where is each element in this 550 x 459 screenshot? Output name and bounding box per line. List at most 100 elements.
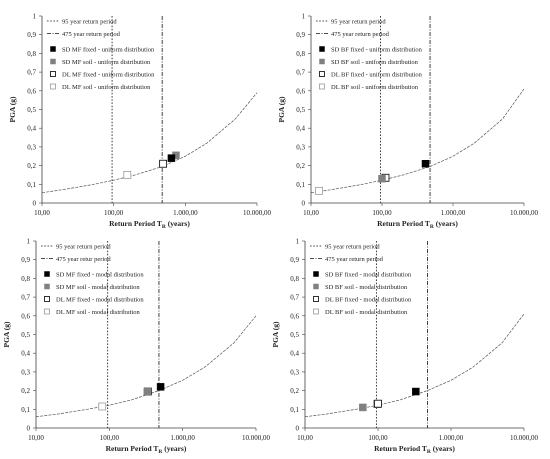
y-tick-label: 0,5 [290, 331, 299, 339]
x-tick-label: 10.000,00 [243, 209, 272, 217]
y-tick-label: 0,3 [296, 143, 305, 151]
legend-marker-swatch [313, 308, 319, 315]
x-tick-label: 10,00 [34, 209, 50, 217]
y-tick-label: 0,4 [296, 125, 305, 133]
x-tick-label: 1.000,00 [173, 209, 198, 217]
y-tick-label: 1 [296, 238, 300, 246]
legend-label: DL MF fixed - modal distribution [56, 297, 144, 304]
chart-panel-4: 0 0,1 0,2 0,3 0,4 0,5 0,6 0,7 0,8 0,9 1 10,00 100,00… [271, 238, 539, 456]
y-tick-label: 0,4 [27, 125, 36, 133]
y-tick-label: 0,2 [290, 387, 299, 395]
legend-marker-swatch [313, 283, 319, 290]
x-tick-label: 100,00 [372, 209, 392, 217]
y-tick-label: 0,3 [27, 143, 36, 151]
legend-label: 475 year return period [325, 256, 384, 263]
legend: 95 year return period 475 year retur peri… [41, 244, 144, 316]
data-point [123, 171, 132, 179]
y-tick-label: 0,7 [296, 69, 305, 77]
y-tick-label: 0,9 [296, 31, 305, 39]
y-axis-title: PGA (g) [271, 321, 280, 348]
y-tick-label: 0 [296, 425, 300, 433]
y-tick-label: 0,8 [290, 275, 299, 283]
x-tick-label: 10.000,00 [242, 434, 271, 442]
data-point [143, 387, 152, 396]
y-tick-label: 1 [33, 13, 37, 21]
y-tick-label: 0 [27, 425, 31, 433]
legend-marker-swatch [319, 46, 325, 52]
y-tick-label: 0 [33, 200, 37, 208]
y-tick-label: 0,9 [290, 256, 299, 264]
legend-label: SD BF soil - uniform distribution [331, 59, 419, 66]
data-point [156, 383, 165, 391]
x-axis-title: Return Period TR (years) [106, 444, 187, 455]
hazard-curve [41, 92, 258, 194]
legend: 95 year return period 475 year return per… [47, 19, 155, 91]
x-tick-label: 1.000,00 [170, 434, 195, 442]
y-tick-label: 1 [27, 238, 31, 246]
legend-marker-swatch [44, 296, 50, 302]
legend-label: 95 year return period [56, 244, 111, 251]
legend-label: DL BF fixed - modal distribution [325, 297, 412, 304]
legend-label: 475 year return period [331, 31, 390, 38]
y-tick-label: 0,2 [21, 387, 30, 395]
legend-marker-swatch [44, 271, 50, 277]
y-tick-label: 0,3 [21, 368, 30, 376]
y-tick-label: 0,1 [290, 406, 299, 414]
legend-marker-swatch [319, 71, 325, 77]
x-tick-label: 100,00 [368, 434, 388, 442]
hazard-curve [35, 315, 257, 418]
x-tick-label: 100,00 [104, 209, 124, 217]
x-tick-label: 10.000,00 [510, 209, 539, 217]
y-tick-label: 0,1 [21, 406, 30, 414]
y-tick-label: 0,6 [27, 87, 36, 95]
y-axis-title: PGA (g) [2, 321, 11, 348]
y-axis-title: PGA (g) [8, 96, 17, 123]
x-tick-label: 10.000,00 [510, 434, 539, 442]
x-tick-label: 10,00 [297, 434, 313, 442]
y-tick-label: 0,6 [296, 87, 305, 95]
data-point [378, 174, 386, 183]
data-point [315, 186, 323, 195]
chart-panel-2: 0 0,1 0,2 0,3 0,4 0,5 0,6 0,7 0,8 0,9 1 10,00 100,00… [277, 13, 539, 231]
data-point [374, 399, 382, 408]
legend-label: DL MF soil - uniform distribution [62, 84, 151, 91]
y-tick-label: 0,5 [27, 106, 36, 114]
y-tick-label: 1 [302, 13, 306, 21]
x-tick-label: 1.000,00 [441, 209, 466, 217]
y-tick-label: 0,8 [21, 275, 30, 283]
y-tick-label: 0,6 [290, 312, 299, 320]
data-point [421, 159, 430, 168]
x-tick-label: 1.000,00 [439, 434, 464, 442]
y-tick-label: 0,8 [296, 50, 305, 58]
legend: 95 year return period 475 year return per… [316, 19, 423, 91]
legend-label: 95 year return period [325, 244, 380, 251]
legend-label: SD MF fixed - uniform distribution [62, 47, 155, 54]
chart-panel-1: 0 0,1 0,2 0,3 0,4 0,5 0,6 0,7 0,8 0,9 1 10,00 100,00… [8, 13, 272, 231]
data-point [412, 387, 420, 396]
y-tick-label: 0,7 [290, 294, 299, 302]
y-tick-label: 0,3 [290, 368, 299, 376]
y-axis-title: PGA (g) [277, 96, 286, 123]
legend-marker-swatch [44, 308, 50, 315]
data-point [359, 403, 367, 412]
y-tick-label: 0,1 [27, 181, 36, 189]
hazard-curve [310, 88, 525, 194]
legend-label: SD BF fixed - uniform distribution [331, 47, 423, 54]
y-tick-label: 0 [302, 200, 306, 208]
legend-marker-swatch [50, 71, 56, 77]
legend-marker-swatch [313, 271, 319, 277]
legend-label: DL BF fixed - uniform distribution [331, 72, 423, 79]
y-tick-label: 0,2 [27, 162, 36, 170]
legend-label: 475 year retur period [56, 256, 111, 263]
legend-marker-swatch [50, 83, 56, 90]
y-tick-label: 0,9 [27, 31, 36, 39]
x-axis-title: Return Period TR (years) [377, 219, 458, 230]
x-tick-label: 10,00 [28, 434, 44, 442]
legend-label: SD MF fixed - modal distribution [56, 272, 144, 279]
legend-marker-swatch [50, 58, 56, 65]
legend-label: SD MF soil - modal distribution [56, 284, 140, 291]
legend-label: DL MF fixed - uniform distribution [62, 72, 155, 79]
data-point [98, 402, 107, 411]
legend-marker-swatch [50, 46, 56, 52]
